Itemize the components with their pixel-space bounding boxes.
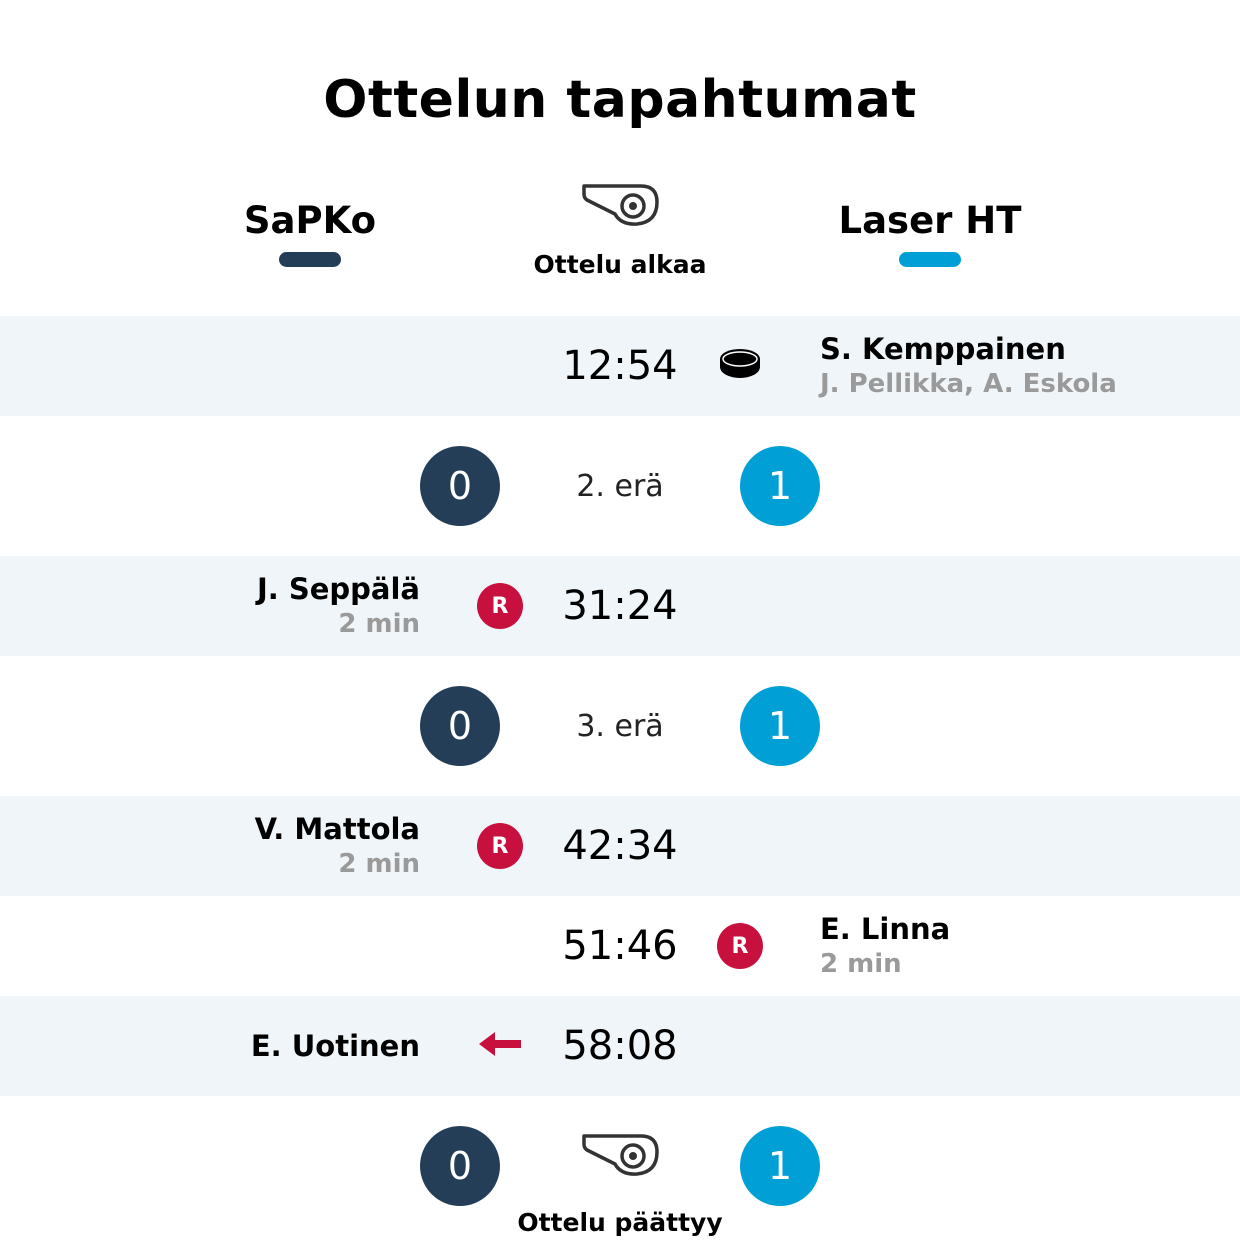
puck-icon [719, 347, 761, 385]
penalty-badge-icon: R [477, 823, 523, 869]
away-final-score: 1 [740, 1126, 820, 1206]
home-final-score: 0 [420, 1126, 500, 1206]
event-time: 51:46 [562, 923, 678, 969]
page-title: Ottelun tapahtumat [323, 70, 917, 130]
match-start-label: Ottelu alkaa [533, 250, 707, 279]
event-time: 31:24 [562, 583, 678, 629]
whistle-icon [582, 1134, 659, 1176]
penalty-duration: 2 min [338, 849, 420, 879]
penalized-player-name: E. Linna [820, 912, 951, 946]
final-score-row: 0 1 [0, 1126, 1240, 1206]
event-player-info: J. Seppälä 2 min [257, 556, 420, 656]
match-start: Ottelu alkaa [470, 182, 770, 280]
team-home: SaPKo [160, 198, 460, 267]
penalty-badge-icon: R [477, 583, 523, 629]
penalty-duration: 2 min [338, 609, 420, 639]
home-score: 0 [420, 686, 500, 766]
event-row-penalty: 51:46 R E. Linna 2 min [0, 896, 1240, 996]
whistle-icon [582, 184, 659, 226]
away-score: 1 [740, 686, 820, 766]
period-score-row: 0 3. erä 1 [0, 686, 1240, 766]
penalty-duration: 2 min [820, 949, 902, 979]
period-label: 3. erä [576, 708, 664, 744]
match-end-label: Ottelu päättyy [517, 1208, 723, 1237]
event-row-penalty: V. Mattola 2 min R 42:34 [0, 796, 1240, 896]
event-player-info: S. Kemppainen J. Pellikka, A. Eskola [820, 316, 1117, 416]
event-time: 42:34 [562, 823, 678, 869]
team-away-color-bar [899, 252, 961, 267]
goalie-name: E. Uotinen [250, 1029, 420, 1063]
event-player-info: E. Linna 2 min [820, 896, 950, 996]
arrow-left-icon [479, 1030, 521, 1062]
period-label: 2. erä [576, 468, 664, 504]
penalized-player-name: J. Seppälä [256, 572, 420, 606]
event-player-info: E. Uotinen [251, 996, 420, 1096]
team-home-name: SaPKo [243, 199, 377, 242]
scorer-name: S. Kemppainen [820, 332, 1066, 366]
team-away-name: Laser HT [838, 199, 1022, 242]
event-time: 58:08 [562, 1023, 678, 1069]
team-away: Laser HT [780, 198, 1080, 267]
match-end: Ottelu päättyy [470, 1132, 770, 1238]
period-score-row: 0 2. erä 1 [0, 446, 1240, 526]
away-score: 1 [740, 446, 820, 526]
event-row-goalie-out: E. Uotinen 58:08 [0, 996, 1240, 1096]
event-row-penalty: J. Seppälä 2 min R 31:24 [0, 556, 1240, 656]
assist-names: J. Pellikka, A. Eskola [820, 369, 1117, 399]
event-time: 12:54 [562, 343, 678, 389]
penalized-player-name: V. Mattola [254, 812, 420, 846]
team-home-color-bar [279, 252, 341, 267]
event-row-goal: 12:54 S. Kemppainen J. Pellikka, A. Esko… [0, 316, 1240, 416]
home-score: 0 [420, 446, 500, 526]
event-player-info: V. Mattola 2 min [255, 796, 420, 896]
penalty-badge-icon: R [717, 923, 763, 969]
